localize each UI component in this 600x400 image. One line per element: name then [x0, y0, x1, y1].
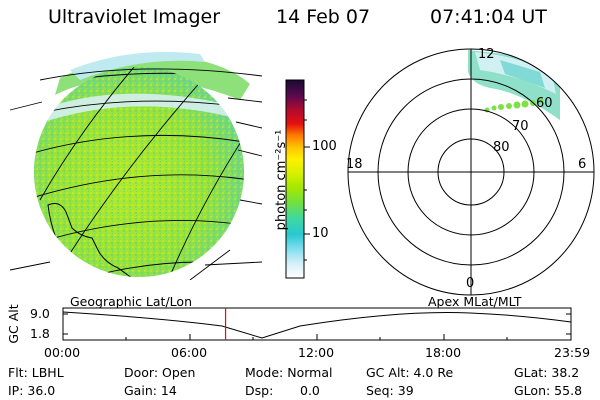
color-scale-bar — [285, 79, 310, 279]
polar-label-12: 12 — [478, 47, 495, 62]
status-door: Door: Open — [124, 365, 196, 380]
timeline-right-title: Apex MLat/MLT — [428, 294, 522, 309]
altitude-curve — [62, 311, 572, 339]
timeline-left-title: Geographic Lat/Lon — [70, 294, 192, 309]
polar-ring-60: 60 — [536, 96, 553, 111]
status-gc-alt: GC Alt: 4.0 Re — [366, 365, 454, 380]
status-filter: Flt: LBHL — [8, 365, 64, 380]
oval-points — [484, 98, 544, 113]
observation-date: 14 Feb 07 — [276, 6, 371, 28]
status-seq: Seq: 39 — [366, 383, 414, 398]
colorbar-unit-label: photon cm⁻²s⁻¹ — [274, 129, 289, 231]
status-gain: Gain: 14 — [124, 383, 177, 398]
status-dsp: Dsp: — [245, 383, 274, 398]
polar-label-6: 6 — [578, 157, 587, 172]
timeline-axis-label: GC Alt — [6, 304, 21, 344]
altitude-timeline — [62, 307, 572, 341]
colorbar-tick-10: 10 — [312, 226, 329, 241]
colorbar-tick-100: 100 — [312, 139, 337, 154]
observation-time: 07:41:04 UT — [430, 6, 547, 28]
status-ip: IP: 36.0 — [8, 383, 56, 398]
time-ticks — [62, 334, 572, 340]
timeline-x-tick-2359: 23:59 — [554, 345, 591, 360]
status-dsp-value: 0.0 — [300, 383, 320, 398]
timeline-x-tick-1800: 18:00 — [425, 345, 462, 360]
page-title: Ultraviolet Imager — [48, 6, 221, 28]
polar-ring-80: 80 — [493, 140, 510, 155]
timeline-x-tick-0000: 00:00 — [44, 345, 81, 360]
polar-mlat-mlt-plot — [347, 48, 595, 296]
status-glat: GLat: 38.2 — [514, 365, 580, 380]
timeline-x-tick-1200: 12:00 — [298, 345, 335, 360]
status-glon: GLon: 55.8 — [514, 383, 583, 398]
timeline-y-tick-top: 9.0 — [30, 306, 50, 321]
polar-ring-70: 70 — [512, 119, 529, 134]
polar-label-18: 18 — [346, 157, 363, 172]
polar-label-0: 0 — [466, 276, 475, 291]
timeline-y-tick-bottom: 1.8 — [30, 326, 50, 341]
timeline-x-tick-0600: 06:00 — [171, 345, 208, 360]
status-mode: Mode: Normal — [245, 365, 333, 380]
geographic-image — [9, 52, 263, 280]
